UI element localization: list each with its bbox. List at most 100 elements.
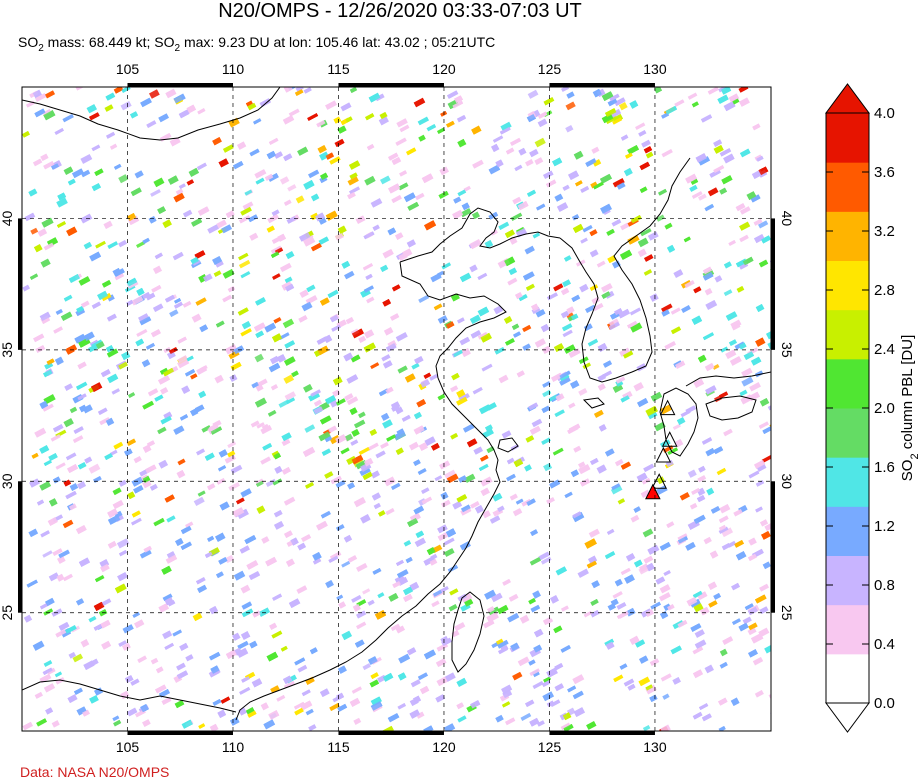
so2-pixel <box>767 403 771 411</box>
so2-pixel <box>261 423 270 433</box>
so2-pixel <box>382 248 394 259</box>
so2-pixel <box>100 563 110 573</box>
coastline-china-east <box>235 377 501 721</box>
so2-pixel <box>106 348 119 358</box>
so2-pixel <box>277 233 286 242</box>
lat-tick-label-right: 25 <box>779 605 795 621</box>
so2-pixel <box>141 359 151 368</box>
so2-pixel <box>504 229 515 239</box>
so2-pixel <box>287 184 297 192</box>
so2-pixel <box>702 266 713 275</box>
so2-pixel <box>754 690 764 698</box>
so2-pixel <box>702 271 714 281</box>
so2-pixel <box>284 530 293 538</box>
so2-pixel <box>570 380 580 389</box>
so2-pixel <box>641 139 651 148</box>
so2-pixel <box>429 373 438 381</box>
so2-pixel <box>471 316 480 324</box>
so2-pixel <box>325 580 334 589</box>
so2-pixel <box>620 134 629 141</box>
colorbar-segment <box>826 309 869 360</box>
so2-pixel <box>197 584 207 593</box>
so2-pixel <box>52 548 63 556</box>
so2-pixel <box>481 363 493 372</box>
so2-pixel <box>335 480 346 488</box>
so2-pixel <box>532 590 541 599</box>
so2-pixel <box>327 289 339 298</box>
so2-pixel <box>338 601 346 609</box>
so2-pixel <box>120 100 132 111</box>
so2-pixel <box>40 258 51 268</box>
coastline-japan-honshu <box>685 371 771 387</box>
so2-pixel <box>188 167 199 177</box>
so2-pixel <box>91 183 101 192</box>
so2-pixel <box>302 446 316 457</box>
so2-pixel <box>120 690 130 700</box>
so2-pixel <box>387 713 400 723</box>
so2-pixel <box>164 597 174 606</box>
colorbar-tick-label: 1.6 <box>874 459 895 476</box>
so2-pixel <box>162 630 173 640</box>
so2-pixel <box>692 590 703 599</box>
so2-pixel <box>154 252 163 260</box>
so2-pixel <box>507 277 518 286</box>
so2-pixel <box>704 288 713 296</box>
so2-pixel <box>410 679 421 688</box>
so2-pixel <box>605 115 618 124</box>
so2-pixel <box>515 292 523 300</box>
so2-pixel <box>304 424 316 433</box>
so2-pixel <box>478 463 489 472</box>
so2-pixel <box>228 117 240 128</box>
so2-pixel <box>363 457 374 467</box>
colorbar-segment <box>826 162 869 212</box>
so2-pixel <box>753 218 763 226</box>
so2-pixel <box>460 504 471 513</box>
so2-pixel <box>388 152 399 161</box>
so2-pixel <box>721 175 733 185</box>
so2-pixel <box>176 670 189 680</box>
so2-pixel <box>264 173 274 181</box>
so2-pixel <box>113 719 122 727</box>
so2-pixel <box>614 97 626 106</box>
so2-pixel <box>541 405 551 413</box>
so2-pixel <box>105 92 116 101</box>
so2-pixel <box>719 504 731 514</box>
colorbar-tick-label: 1.2 <box>874 518 895 535</box>
so2-pixel <box>528 402 539 411</box>
so2-pixel <box>222 269 235 279</box>
so2-pixel <box>173 93 186 104</box>
so2-pixel <box>514 164 523 172</box>
so2-pixel <box>365 113 375 121</box>
so2-pixel <box>259 98 271 108</box>
so2-pixel <box>286 397 296 405</box>
so2-pixel <box>143 545 152 553</box>
so2-pixel <box>337 703 348 712</box>
so2-pixel <box>284 391 297 401</box>
so2-pixel <box>89 695 99 704</box>
so2-pixel <box>415 192 425 201</box>
so2-pixel <box>495 159 504 168</box>
so2-pixel <box>531 303 540 312</box>
so2-pixel <box>740 148 751 158</box>
so2-pixel <box>174 298 182 304</box>
so2-pixel <box>230 361 242 371</box>
so2-pixel <box>445 321 455 329</box>
so2-pixel <box>244 535 257 545</box>
so2-pixel <box>142 400 154 410</box>
so2-pixel <box>356 621 367 630</box>
so2-pixel <box>748 649 758 658</box>
so2-pixel <box>758 220 769 229</box>
so2-pixel <box>368 92 381 103</box>
so2-pixel <box>185 369 196 377</box>
colorbar-ticks: 4.0 3.6 3.2 2.8 2.4 2.0 1.6 1.2 0.8 0.4 0.0 <box>826 105 895 712</box>
so2-pixel <box>241 676 250 683</box>
coastline-shikoku <box>705 395 757 421</box>
so2-pixel <box>162 219 172 228</box>
so2-pixel <box>661 303 673 313</box>
so2-pixel <box>580 237 588 244</box>
so2-pixel <box>118 640 127 647</box>
so2-pixel <box>273 520 284 530</box>
so2-pixel <box>45 597 55 607</box>
so2-pixel <box>39 400 49 409</box>
so2-pixel <box>399 170 407 177</box>
